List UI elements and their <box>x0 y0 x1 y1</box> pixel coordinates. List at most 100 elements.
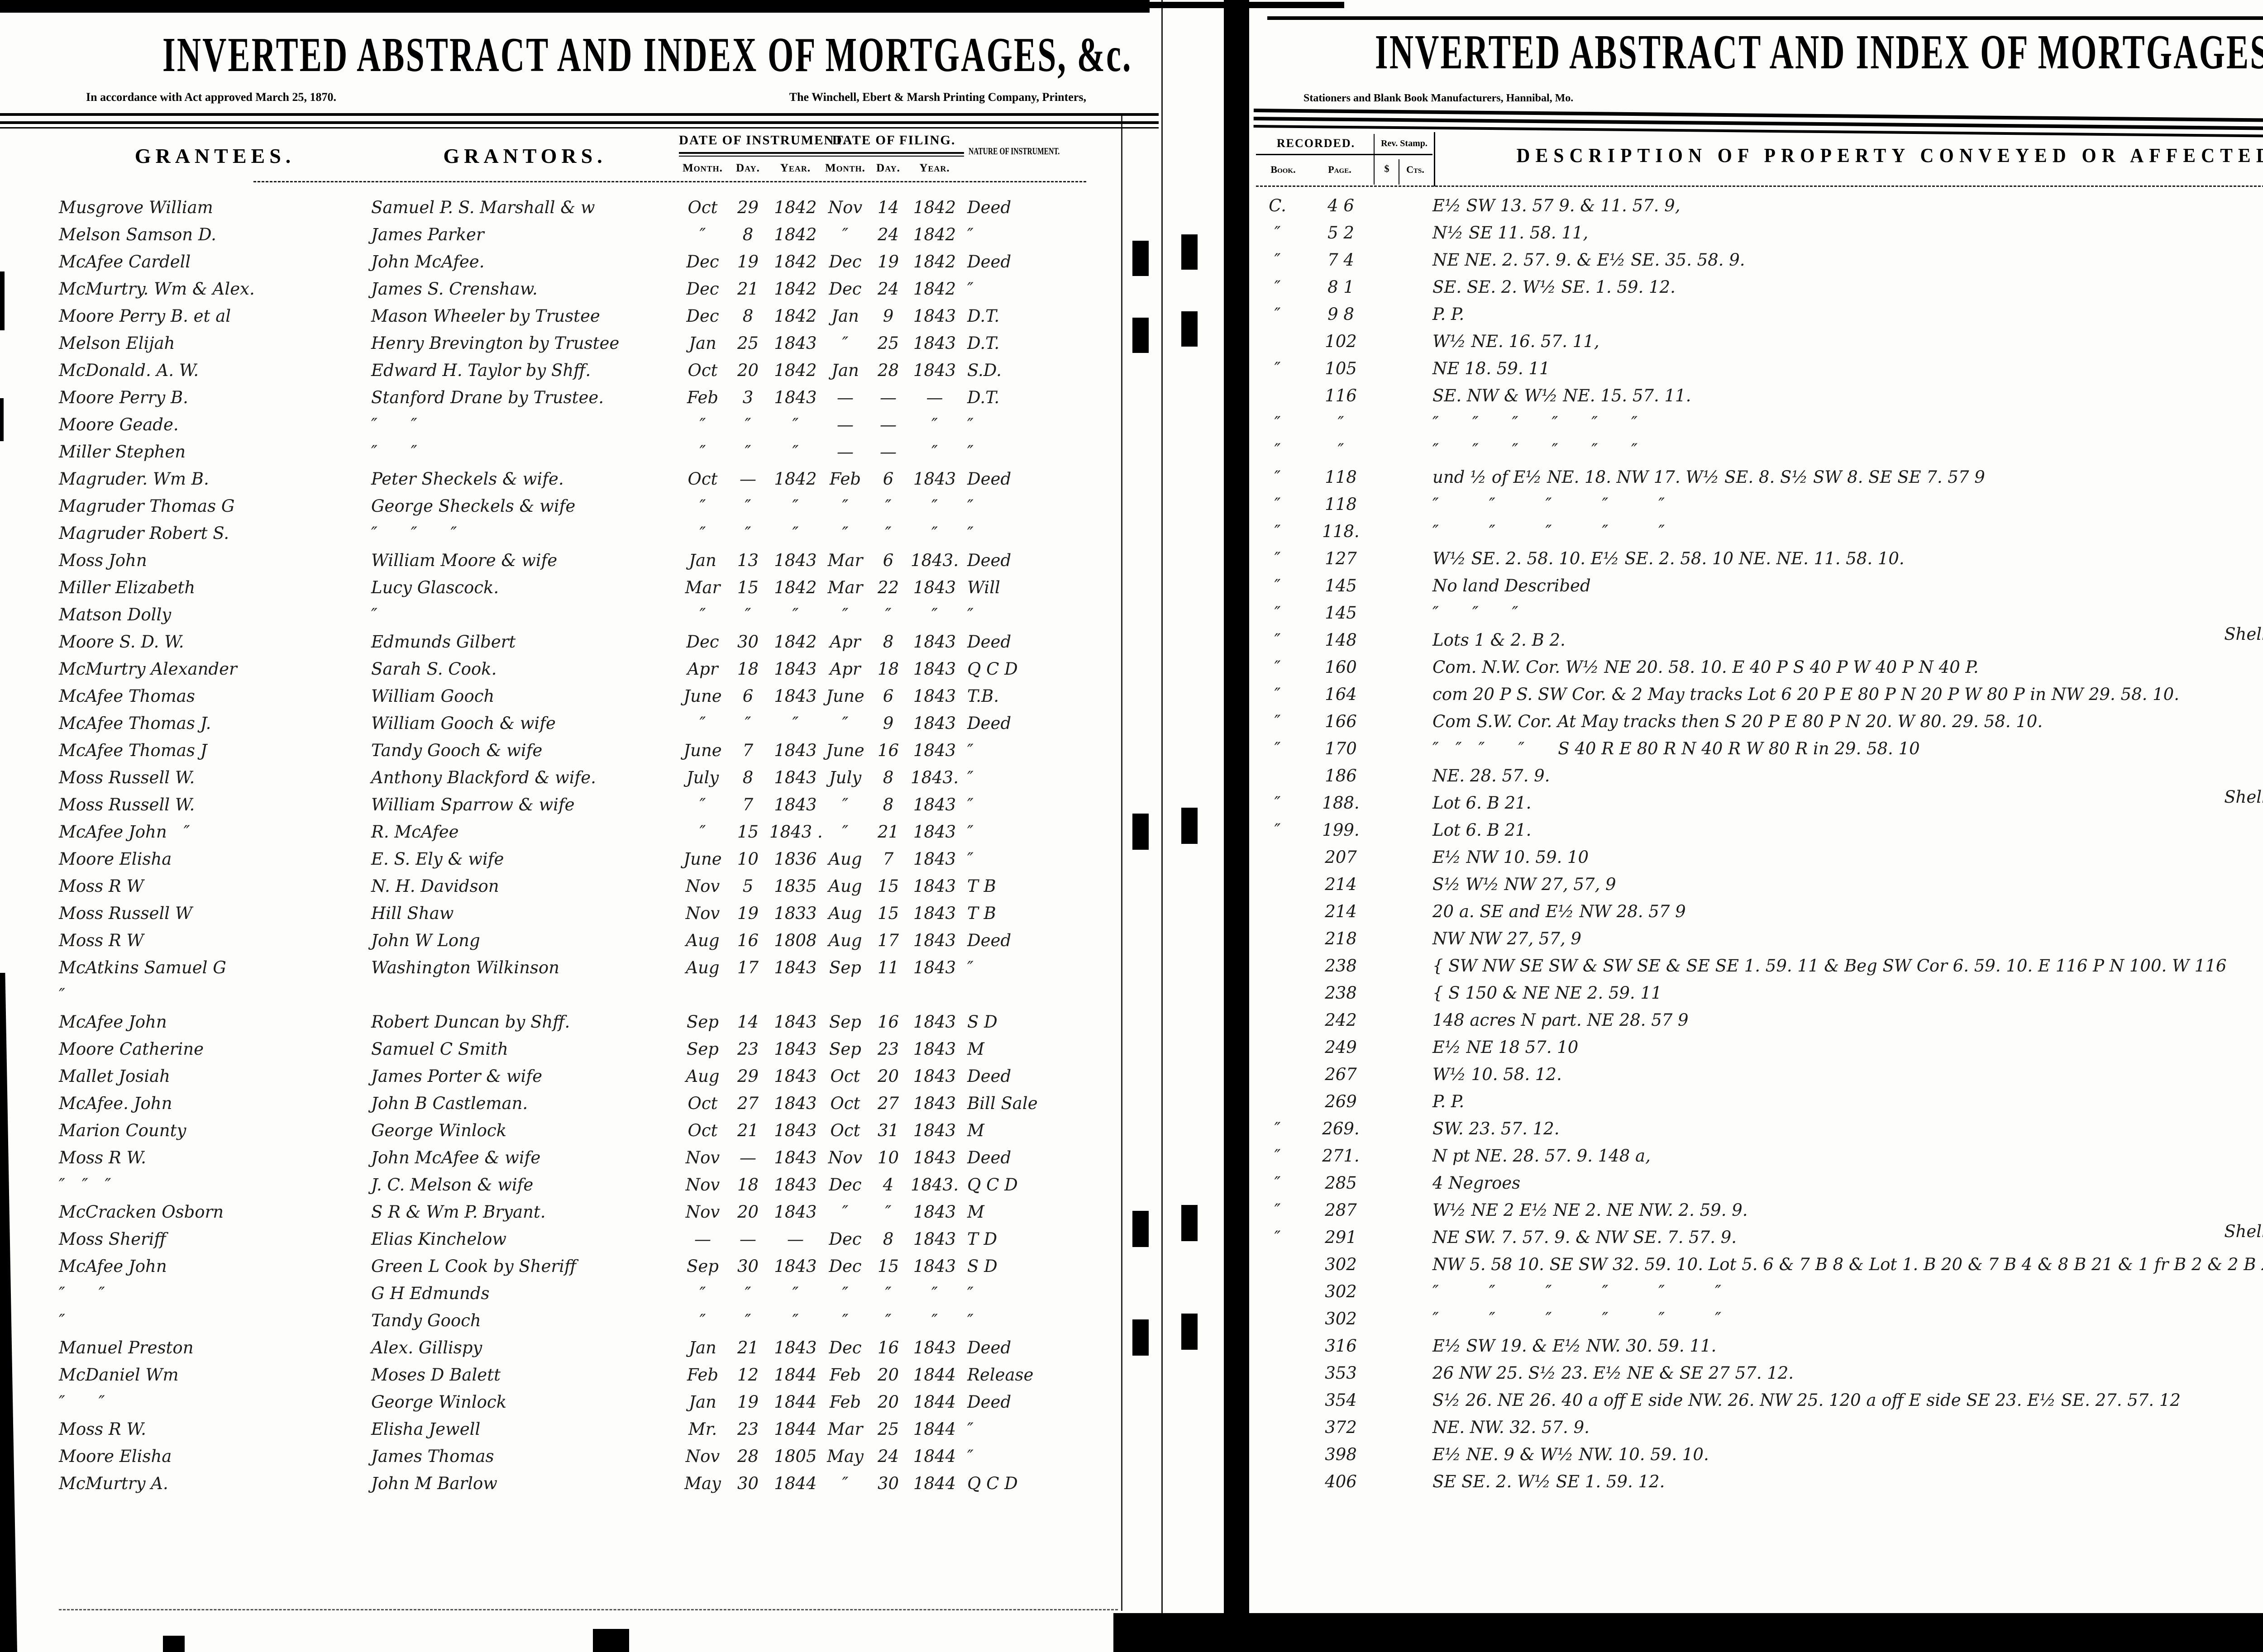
ledger-row: McAtkins Samuel G Washington Wilkinson A… <box>59 954 1086 981</box>
book-cell: ″ <box>1274 521 1281 541</box>
page-cell: 354 <box>1325 1390 1357 1410</box>
grantee-cell: Moss Russell W. <box>59 795 195 814</box>
grantor-cell: N. H. Davidson <box>371 876 499 896</box>
filing-month-cell: ″ <box>842 1283 849 1303</box>
filing-month-cell: Oct <box>830 1093 860 1113</box>
date-of-filing-header: DATE OF FILING. <box>832 133 956 148</box>
filing-month-cell: Mar <box>827 577 863 597</box>
header-rule <box>0 113 1159 116</box>
grantee-cell: McAtkins Samuel G <box>59 957 226 977</box>
description-cell: 148 acres N part. NE 28. 57 9 <box>1432 1010 1689 1030</box>
ledger-row: ″ 8 1 SE. SE. 2. W½ SE. 1. 59. 12. <box>1258 273 2263 300</box>
instrument-day-cell: 19 <box>737 1392 759 1412</box>
filing-month-cell: Dec <box>829 252 862 271</box>
page-cell: 105 <box>1325 358 1357 378</box>
filing-month-cell: Dec <box>829 1338 862 1357</box>
ledger-row: McDonald. A. W. Edward H. Taylor by Shff… <box>59 357 1086 384</box>
description-cell: E½ SW 19. & E½ NW. 30. 59. 11. <box>1432 1336 1717 1356</box>
nature-of-instrument-header: NATURE OF INSTRUMENT. <box>969 146 1060 157</box>
grantee-cell: Miller Elizabeth <box>59 577 196 597</box>
instrument-year-cell: 1842 <box>774 279 817 299</box>
instrument-month-cell: Oct <box>687 469 718 489</box>
filing-day-cell: 25 <box>877 1419 899 1439</box>
filing-month-cell: Jan <box>831 360 859 380</box>
grantee-cell: McCracken Osborn <box>59 1202 224 1222</box>
book-cell: ″ <box>1274 413 1281 433</box>
filing-year-cell: 1843 <box>913 1147 956 1167</box>
filing-year-cell: ″ <box>931 442 938 462</box>
page-cell: 148 <box>1325 630 1357 650</box>
filing-day-cell: ″ <box>885 1283 892 1303</box>
page-cell: 242 <box>1325 1010 1357 1030</box>
instrument-month-cell: Mr. <box>688 1419 717 1439</box>
grantee-cell: Matson Dolly <box>59 605 172 624</box>
ledger-row: ″ 269. SW. 23. 57. 12. <box>1258 1115 2263 1142</box>
filing-year-cell: 1843. <box>911 1175 959 1195</box>
filing-day-cell: 7 <box>883 849 894 869</box>
stamp-divider <box>1374 134 1375 185</box>
ledger-row: ″ 166 Com S.W. Cor. At May tracks then S… <box>1258 708 2263 735</box>
instrument-month-cell: June <box>683 740 722 760</box>
instrument-month-cell: Feb <box>687 1365 719 1385</box>
filing-year-cell: 1843 <box>913 1202 956 1222</box>
description-cell: P. P. <box>1432 1091 1465 1111</box>
grantee-cell: McAfee John <box>59 1256 167 1276</box>
filing-day-cell: 16 <box>877 1338 899 1357</box>
filing-month-cell: Sep <box>829 1039 861 1059</box>
filing-day-cell: 16 <box>877 740 899 760</box>
instrument-day-cell: ″ <box>745 713 751 733</box>
recorded-subrule <box>1256 154 1432 155</box>
left-sheet-edge-line <box>1161 0 1163 1652</box>
ledger-row: 238 { S 150 & NE NE 2. 59. 11 <box>1258 979 2263 1006</box>
instrument-year-cell: 1843 <box>774 1120 817 1140</box>
nature-cell: ″ <box>967 849 974 869</box>
grantor-cell: William Gooch & wife <box>371 713 556 733</box>
description-cell: W½ SE. 2. 58. 10. E½ SE. 2. 58. 10 NE. N… <box>1432 548 1905 568</box>
page-cell: 269 <box>1325 1091 1357 1111</box>
page-cell: 166 <box>1325 711 1357 731</box>
ledger-row: ″ 9 8 P. P. <box>1258 300 2263 328</box>
instrument-year-cell: 1843 <box>774 1039 817 1059</box>
page-cell: 302 <box>1325 1309 1357 1328</box>
instrument-day-cell: 15 <box>737 577 759 597</box>
ledger-row: Miller Elizabeth Lucy Glascock. Mar 15 1… <box>59 574 1086 601</box>
description-cell: { SW NW SE SW & SW SE & SE SE 1. 59. 11 … <box>1432 956 2227 976</box>
ledger-row: McAfee Thomas J Tandy Gooch & wife June … <box>59 737 1086 764</box>
filing-day-cell: ″ <box>885 523 892 543</box>
instrument-day-header: Day. <box>736 162 760 174</box>
instrument-month-cell: ″ <box>699 442 706 462</box>
instrument-month-cell: ″ <box>699 496 706 516</box>
grantor-cell: ″ ″ <box>371 414 417 434</box>
ledger-row: McAfee. John John B Castleman. Oct 27 18… <box>59 1090 1086 1117</box>
instrument-year-cell: 1805 <box>774 1446 817 1466</box>
description-cell: W½ NE. 16. 57. 11, <box>1432 331 1599 351</box>
page-cell: 160 <box>1325 657 1357 677</box>
book-cell: ″ <box>1274 711 1281 731</box>
instrument-month-cell: Sep <box>687 1256 719 1276</box>
grantee-cell: Magruder Robert S. <box>59 523 229 543</box>
instrument-year-cell: 1842 <box>774 469 817 489</box>
ledger-row: 354 S½ 26. NE 26. 40 a off E side NW. 26… <box>1258 1386 2263 1414</box>
ledger-row: Moore S. D. W. Edmunds Gilbert Dec 30 18… <box>59 628 1086 655</box>
page-cell: 145 <box>1325 603 1357 623</box>
instrument-day-cell: 5 <box>742 876 754 896</box>
instrument-day-cell: 23 <box>737 1419 759 1439</box>
filing-day-cell: 14 <box>877 197 899 217</box>
instrument-day-cell: 29 <box>737 1066 759 1086</box>
filing-year-cell: ″ <box>931 605 938 624</box>
instrument-month-cell: Aug <box>686 930 720 950</box>
grantee-cell: McAfee Thomas J <box>59 740 207 760</box>
recorded-description-table: C. 4 6 E½ SW 13. 57 9. & 11. 57. 9, ″ 5 … <box>1258 192 2263 1495</box>
ledger-row: 207 E½ NW 10. 59. 10 <box>1258 843 2263 871</box>
instrument-month-cell: Mar <box>685 577 721 597</box>
ledger-row: ″ 145 No land Described <box>1258 572 2263 599</box>
nature-cell: ″ <box>967 442 974 462</box>
filing-month-cell: Aug <box>828 930 862 950</box>
page-title: INVERTED ABSTRACT AND INDEX OF MORTGAGES… <box>1375 24 2263 79</box>
ledger-row: 398 E½ NE. 9 & W½ NW. 10. 59. 10. <box>1258 1441 2263 1468</box>
instrument-year-cell: ″ <box>792 713 799 733</box>
page-cell: 207 <box>1325 847 1357 867</box>
instrument-month-cell: ″ <box>699 1310 706 1330</box>
punch-hole-mark <box>1181 1314 1198 1350</box>
nature-cell: Deed <box>967 469 1012 489</box>
